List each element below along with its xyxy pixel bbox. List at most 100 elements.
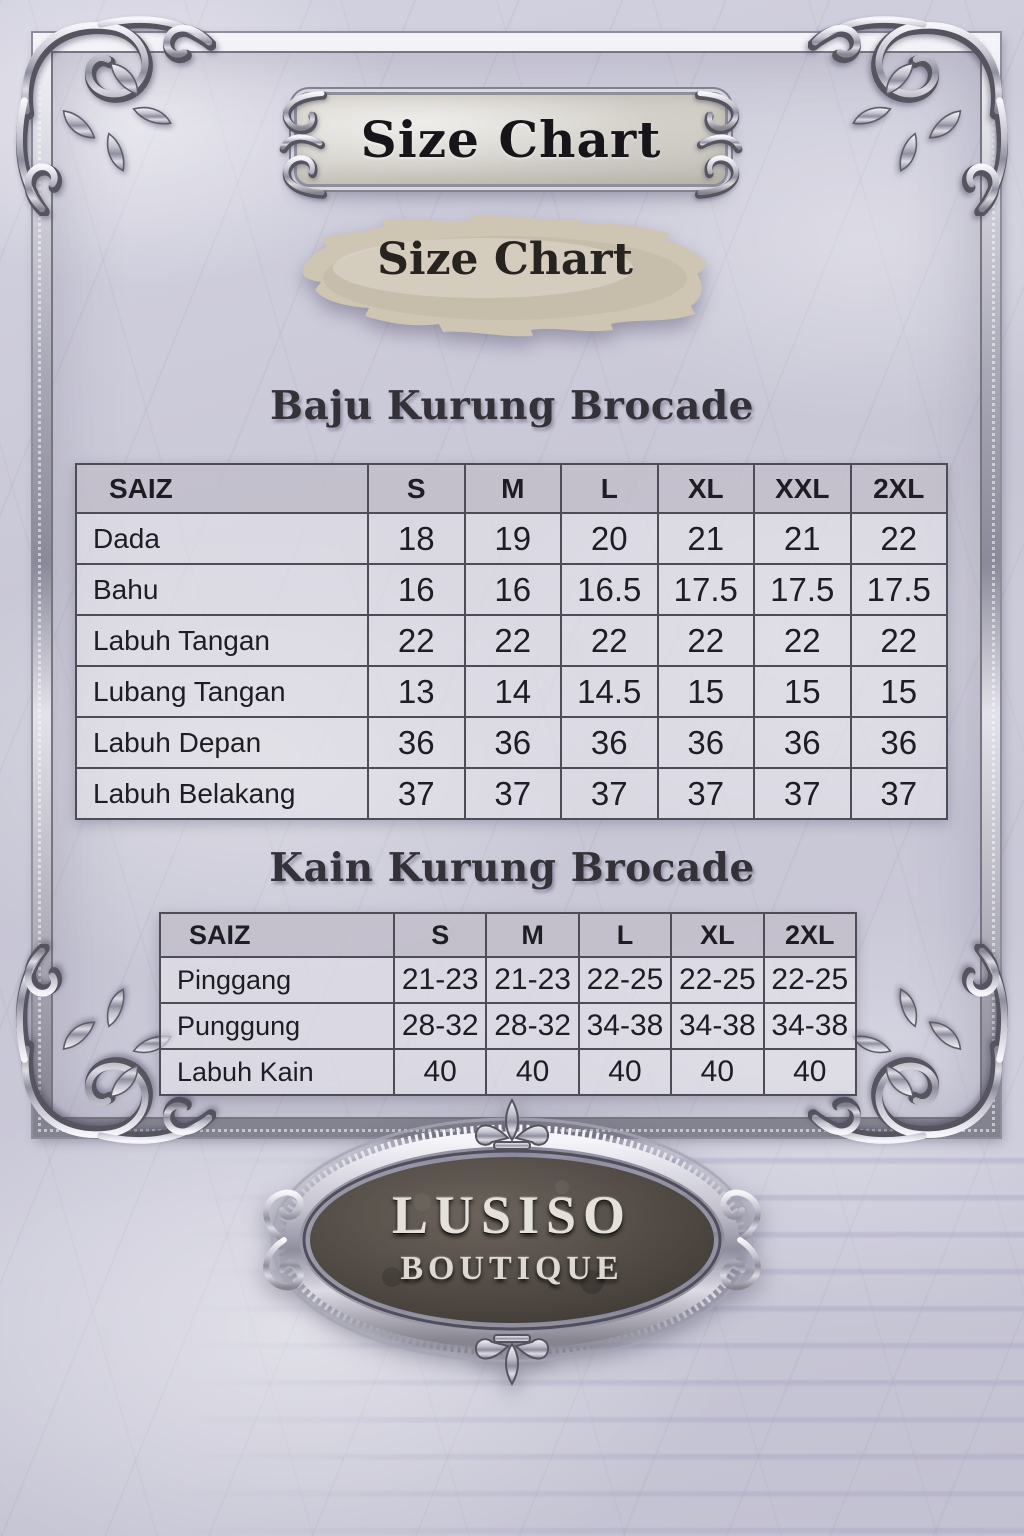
size-value: 36: [367, 716, 466, 769]
header-row: SAIZ S M L XL 2XL: [159, 912, 858, 958]
table-row: Labuh Kain 40 40 40 40 40: [159, 1048, 858, 1096]
size-value: 37: [753, 767, 852, 820]
size-value: 40: [485, 1048, 580, 1096]
table-header: SAIZ S M L XL XXL 2XL: [75, 463, 948, 514]
measurement-label: Labuh Depan: [75, 716, 369, 769]
size-value: 22: [849, 614, 948, 667]
size-value: 28-32: [392, 1002, 488, 1050]
size-value: 14.5: [560, 665, 659, 718]
measurement-label: Bahu: [75, 563, 369, 616]
size-value: 22: [463, 614, 562, 667]
size-value: 19: [463, 512, 562, 565]
header-row: SAIZ S M L XL XXL 2XL: [75, 463, 948, 514]
side-scroll-icon: [263, 1189, 761, 1291]
banner-title: Size Chart: [377, 234, 633, 285]
size-value: 34-38: [670, 1002, 765, 1050]
kain-kurung-size-table: SAIZ S M L XL 2XL Pinggang 21-23 21-23 22-25 22-2…: [159, 912, 858, 1096]
size-column-header: M: [463, 463, 562, 514]
table-row: Pinggang 21-23 21-23 22-25 22-25 22-25: [159, 956, 858, 1004]
size-value: 16: [367, 563, 466, 616]
size-column-header: XL: [670, 912, 765, 958]
size-value: 37: [560, 767, 659, 820]
size-value: 22: [656, 614, 755, 667]
table-row: Labuh Belakang 37 37 37 37 37 37: [75, 767, 948, 820]
size-value: 17.5: [753, 563, 852, 616]
size-value: 40: [392, 1048, 488, 1096]
medallion-frame: [263, 1097, 761, 1387]
size-value: 20: [560, 512, 659, 565]
size-value: 22: [560, 614, 659, 667]
size-value: 40: [762, 1048, 858, 1096]
size-value: 21: [753, 512, 852, 565]
size-value: 22-25: [762, 956, 858, 1004]
table-body: Pinggang 21-23 21-23 22-25 22-25 22-25 Punggun…: [159, 956, 858, 1096]
section-title-kain: Kain Kurung Brocade: [269, 845, 755, 891]
size-value: 18: [367, 512, 466, 565]
size-value: 34-38: [577, 1002, 673, 1050]
paper-banner: Size Chart: [293, 212, 717, 344]
size-column-header: XL: [656, 463, 755, 514]
brand-name: LUSISO: [391, 1185, 633, 1245]
measurement-label: Pinggang: [159, 956, 395, 1004]
size-value: 36: [753, 716, 852, 769]
size-value: 36: [849, 716, 948, 769]
measurement-label: Labuh Belakang: [75, 767, 369, 820]
size-column-header: S: [392, 912, 488, 958]
section-title-baju: Baju Kurung Brocade: [270, 383, 754, 429]
size-column-header: 2XL: [762, 912, 858, 958]
size-column-header: L: [560, 463, 659, 514]
size-column-header: L: [577, 912, 673, 958]
size-value: 22: [753, 614, 852, 667]
fleur-de-lis-icon: [474, 1334, 550, 1387]
size-value: 15: [849, 665, 948, 718]
size-value: 13: [367, 665, 466, 718]
size-value: 36: [463, 716, 562, 769]
size-value: 40: [577, 1048, 673, 1096]
title-plaque-panel: Size Chart: [297, 95, 725, 184]
size-column-header: M: [485, 912, 580, 958]
size-value: 21: [656, 512, 755, 565]
size-value: 37: [656, 767, 755, 820]
scroll-flourish-icon: [695, 81, 763, 205]
size-value: 22-25: [670, 956, 765, 1004]
table-row: Bahu 16 16 16.5 17.5 17.5 17.5: [75, 563, 948, 616]
size-value: 21-23: [485, 956, 580, 1004]
measurement-label: Labuh Tangan: [75, 614, 369, 667]
baju-kurung-size-table: SAIZ S M L XL XXL 2XL Dada 18 19 20 21 21 22 Bahu 16 16…: [75, 463, 948, 820]
measurement-label: Lubang Tangan: [75, 665, 369, 718]
size-value: 16: [463, 563, 562, 616]
page-title: Size Chart: [360, 110, 662, 169]
size-column-header: 2XL: [849, 463, 948, 514]
size-value: 36: [656, 716, 755, 769]
size-value: 22: [367, 614, 466, 667]
size-value: 21-23: [392, 956, 488, 1004]
corner-flourish-icon: [10, 10, 216, 216]
measure-column-header: SAIZ: [75, 463, 369, 514]
size-value: 37: [463, 767, 562, 820]
corner-flourish-icon: [808, 10, 1014, 216]
torn-paper-shape: [302, 215, 707, 337]
size-value: 40: [670, 1048, 765, 1096]
table-header: SAIZ S M L XL 2XL: [159, 912, 858, 958]
size-value: 15: [656, 665, 755, 718]
size-value: 34-38: [762, 1002, 858, 1050]
size-value: 36: [560, 716, 659, 769]
measurement-label: Labuh Kain: [159, 1048, 395, 1096]
table-row: Labuh Depan 36 36 36 36 36 36: [75, 716, 948, 769]
title-plaque: Size Chart: [275, 88, 747, 195]
table-row: Lubang Tangan 13 14 14.5 15 15 15: [75, 665, 948, 718]
measurement-label: Punggung: [159, 1002, 395, 1050]
size-value: 28-32: [485, 1002, 580, 1050]
size-value: 17.5: [656, 563, 755, 616]
measurement-label: Dada: [75, 512, 369, 565]
size-value: 22-25: [577, 956, 673, 1004]
scroll-flourish-icon: [259, 81, 327, 205]
brand-medallion: LUSISO BOUTIQUE: [242, 1092, 782, 1392]
size-column-header: S: [367, 463, 466, 514]
size-column-header: XXL: [753, 463, 852, 514]
table-row: Dada 18 19 20 21 21 22: [75, 512, 948, 565]
size-value: 16.5: [560, 563, 659, 616]
size-value: 15: [753, 665, 852, 718]
size-value: 17.5: [849, 563, 948, 616]
